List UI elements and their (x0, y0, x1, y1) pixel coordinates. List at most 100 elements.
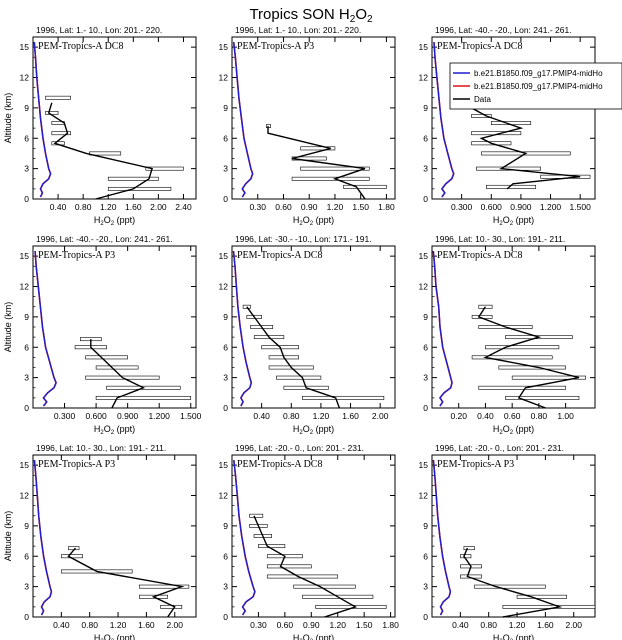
error-bar (478, 385, 566, 390)
legend-label: b.e21.B1850.f09_g17.PMIP4-midHo (474, 69, 603, 78)
x-tick-label: 2.00 (166, 620, 183, 630)
data-line (463, 547, 563, 618)
error-bar (266, 564, 312, 569)
y-tick-label: 12 (219, 282, 229, 292)
y-tick-label: 9 (223, 521, 228, 531)
y-tick-label: 15 (219, 42, 229, 52)
model-line-blue (432, 460, 452, 616)
error-bar (302, 395, 385, 400)
y-tick-label: 9 (24, 521, 29, 531)
x-tick-label: 0.300 (451, 202, 473, 212)
y-tick-label: 9 (223, 103, 228, 113)
model-line-red (233, 460, 256, 616)
error-bar (85, 355, 128, 360)
campaign-label: PEM-Tropics-A P3 (38, 459, 115, 470)
y-tick-label: 0 (423, 194, 428, 204)
error-bar (45, 95, 71, 100)
y-tick-label: 15 (419, 251, 429, 261)
error-bar (516, 594, 567, 599)
panel-grid: 1996, Lat: 1.- 10., Lon: 201.- 220. PEM-T… (3, 25, 622, 640)
plot-frame (431, 454, 596, 618)
model-line-red (432, 251, 453, 407)
y-tick-label: 3 (423, 373, 428, 383)
x-tick-label: 0.80 (283, 411, 300, 421)
plot-frame (431, 36, 596, 200)
y-tick-label: 9 (423, 521, 428, 531)
x-tick-label: 1.60 (342, 411, 359, 421)
x-tick-label: 0.90 (301, 202, 318, 212)
model-line-red (34, 251, 57, 407)
x-tick-label: 0.80 (531, 411, 548, 421)
y-tick-label: 6 (24, 551, 29, 561)
error-bar (474, 584, 546, 589)
y-tick-label: 9 (423, 312, 428, 322)
error-bar (139, 584, 190, 589)
x-tick-label: 1.20 (327, 202, 344, 212)
y-tick-label: 12 (20, 73, 30, 83)
model-line-blue (233, 42, 254, 198)
panel-subtitle: 1996, Lat: 10.- 30., Lon: 191.- 211. (36, 443, 166, 453)
y-tick-label: 3 (223, 164, 228, 174)
error-bar (249, 513, 264, 518)
x-tick-label: 1.60 (537, 620, 554, 630)
x-tick-label: 0.60 (277, 620, 294, 630)
x-tick-label: 0.40 (452, 620, 469, 630)
y-tick-label: 6 (24, 342, 29, 352)
campaign-label: PEM-Tropics-A DC8 (437, 250, 522, 261)
y-tick-label: 15 (20, 42, 30, 52)
y-tick-label: 3 (24, 582, 29, 592)
plot-frame (32, 245, 197, 409)
x-axis-label: H2O2 (ppt) (293, 424, 334, 436)
x-tick-label: 1.200 (149, 411, 171, 421)
y-tick-label: 6 (24, 133, 29, 143)
legend-label: b.e21.B1850.f09_g17.PMIP4-midHo (474, 82, 603, 91)
error-bar (276, 375, 322, 380)
error-bar (505, 395, 580, 400)
y-tick-label: 0 (24, 612, 29, 622)
legend: b.e21.B1850.f09_g17.PMIP4-midHo b.e21.B18… (449, 62, 622, 110)
error-bar (343, 184, 387, 189)
y-axis-label: Altitude (km) (3, 302, 13, 353)
chart-panel-5: 1996, Lat: -30.- -10., Lon: 171.- 191. PE… (219, 234, 396, 436)
y-tick-label: 15 (219, 251, 229, 261)
y-tick-label: 12 (20, 491, 30, 501)
data-line (267, 126, 366, 200)
y-tick-label: 0 (423, 403, 428, 413)
model-line-blue (233, 460, 256, 616)
error-bar (463, 546, 475, 551)
chart-panel-4: 1996, Lat: -40.- -20., Lon: 241.- 261. PE… (3, 234, 202, 436)
data-line (90, 339, 146, 409)
x-tick-label: 0.60 (275, 202, 292, 212)
panel-subtitle: 1996, Lat: -40.- -20., Lon: 241.- 261. (435, 25, 572, 35)
x-tick-label: 1.200 (540, 202, 562, 212)
x-axis-label: H2O2 (ppt) (493, 633, 534, 640)
x-tick-label: 1.20 (110, 620, 127, 630)
error-bar (478, 304, 493, 309)
campaign-label: PEM-Tropics-A DC8 (237, 250, 322, 261)
error-bar (502, 604, 596, 609)
x-tick-label: 0.40 (53, 620, 70, 630)
model-line-blue (33, 460, 53, 616)
campaign-label: PEM-Tropics-A DC8 (38, 41, 123, 52)
panel-subtitle: 1996, Lat: 1.- 10., Lon: 201.- 220. (235, 25, 361, 35)
y-tick-label: 6 (223, 342, 228, 352)
y-tick-label: 12 (419, 491, 429, 501)
title-tail: O (355, 6, 367, 23)
y-tick-label: 0 (223, 403, 228, 413)
x-tick-label: 1.80 (382, 620, 399, 630)
y-tick-label: 15 (419, 460, 429, 470)
y-tick-label: 3 (223, 373, 228, 383)
campaign-label: PEM-Tropics-A P3 (38, 250, 115, 261)
x-tick-label: 1.500 (570, 202, 592, 212)
y-tick-label: 15 (20, 251, 30, 261)
y-tick-label: 12 (219, 491, 229, 501)
x-tick-label: 1.20 (329, 620, 346, 630)
data-line (67, 547, 185, 618)
model-line-red (33, 42, 52, 198)
campaign-label: PEM-Tropics-A P3 (437, 459, 514, 470)
y-tick-label: 15 (219, 460, 229, 470)
error-bar (291, 176, 370, 181)
x-tick-label: 0.80 (75, 202, 92, 212)
title-main: Tropics SON H (249, 6, 349, 23)
